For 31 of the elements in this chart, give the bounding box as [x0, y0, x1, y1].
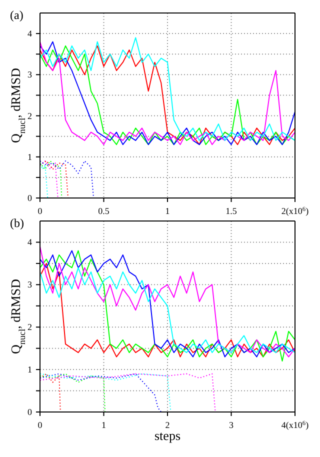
x-tick-label: 1 — [102, 420, 106, 430]
x-tick-label: 1.5 — [226, 206, 238, 216]
y-tick-label: 0 — [28, 193, 32, 203]
x-tick-label: 0 — [38, 420, 43, 430]
y-tick-label: 3 — [28, 280, 32, 290]
line-series — [40, 160, 58, 198]
text: (a) — [10, 8, 24, 23]
x-tick-label: 3 — [229, 420, 234, 430]
x-tick-label: 4(x10$^{6}$) — [281, 420, 309, 430]
y-tick-label: 4 — [28, 237, 32, 248]
line-series — [40, 160, 94, 198]
line-series — [40, 160, 69, 198]
line-series — [40, 160, 62, 198]
line-series — [40, 373, 61, 412]
text: (b) — [10, 216, 24, 231]
y-tick-label: 2 — [28, 322, 32, 332]
x-tick-label: 0.5 — [98, 206, 110, 216]
x-tick-label: 2(x10$^{6}$) — [281, 206, 309, 216]
y-tick-label: 0 — [28, 407, 32, 417]
y-tick-label: 1 — [28, 152, 32, 162]
line-series — [40, 160, 48, 198]
x-tick-label: 1 — [165, 206, 170, 216]
y-tick-label: 4 — [28, 28, 32, 39]
line-series — [40, 373, 216, 412]
y-tick-label: 3 — [28, 70, 32, 80]
line-series — [40, 373, 106, 412]
x-axis-title: steps — [154, 428, 180, 443]
x-tick-label: 2 — [165, 420, 170, 430]
x-tick-label: 0 — [38, 206, 43, 216]
y-tick-label: 2 — [28, 110, 32, 121]
y-tick-label: 1 — [28, 364, 32, 375]
